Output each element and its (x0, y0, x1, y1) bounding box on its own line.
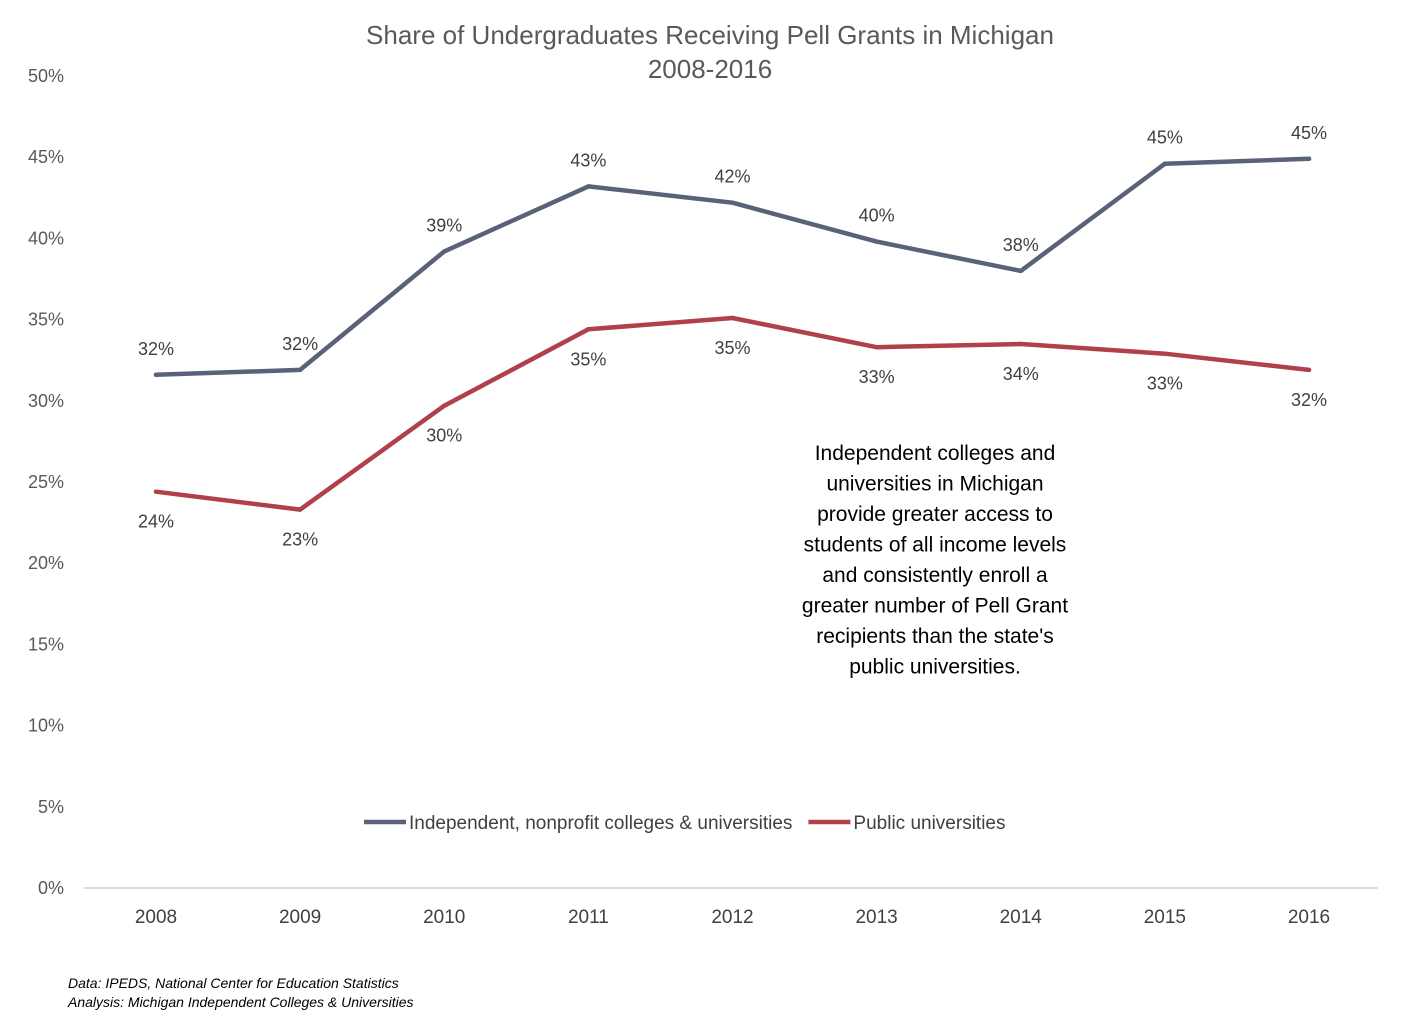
x-tick-label: 2011 (568, 907, 609, 928)
data-label: 39% (426, 215, 462, 235)
chart-subtitle-text: 2008-2016 (648, 54, 772, 84)
data-point (1018, 341, 1023, 347)
data-point (1306, 367, 1312, 373)
y-tick-label: 40% (28, 228, 64, 248)
data-label: 35% (570, 349, 606, 369)
y-axis: 0% 5% 10% 15% 20% 25% 30% 35% 40% 45% 50% (28, 66, 64, 898)
annotation-line: provide greater access to (817, 503, 1053, 526)
data-point (153, 489, 159, 494)
data-point (586, 184, 591, 189)
data-point (1018, 268, 1023, 274)
data-point (1162, 351, 1168, 356)
data-point (297, 367, 303, 373)
source-note: Data: IPEDS, National Center for Educati… (67, 975, 414, 1010)
y-tick-label: 30% (28, 391, 64, 411)
annotation-line: greater number of Pell Grant (802, 595, 1068, 618)
x-tick-label: 2013 (855, 907, 897, 928)
data-label: 45% (1291, 123, 1327, 143)
x-tick-label: 2012 (711, 907, 753, 928)
data-point (730, 200, 735, 205)
data-point (1162, 161, 1168, 166)
source-line: Data: IPEDS, National Center for Educati… (68, 975, 399, 991)
annotation-note: Independent colleges and universities in … (802, 442, 1068, 679)
data-label: 23% (282, 530, 318, 550)
data-label: 32% (282, 334, 318, 354)
y-tick-label: 35% (28, 310, 64, 330)
data-label: 24% (138, 512, 174, 532)
data-label: 40% (859, 206, 895, 226)
y-tick-label: 45% (28, 147, 64, 167)
series-layer (153, 156, 1312, 512)
data-label: 42% (714, 167, 750, 187)
data-point (1306, 156, 1312, 162)
data-point (153, 372, 159, 378)
legend: Independent, nonprofit colleges & univer… (364, 813, 1006, 834)
annotation-line: universities in Michigan (826, 473, 1043, 496)
data-point (730, 315, 735, 321)
chart-title: Share of Undergraduates Receiving Pell G… (366, 20, 1054, 84)
data-label: 45% (1147, 128, 1183, 148)
data-labels: 32% 32% 39% 43% 42% 40% 38% 45% 45% 24% 23% 30% 35% 3… (138, 123, 1327, 550)
data-point (297, 507, 303, 512)
data-point (442, 403, 447, 408)
data-point (586, 327, 591, 332)
x-tick-label: 2015 (1144, 907, 1186, 928)
data-point (874, 345, 879, 350)
y-tick-label: 20% (28, 553, 64, 573)
chart-title-text: Share of Undergraduates Receiving Pell G… (366, 20, 1054, 50)
x-tick-label: 2010 (423, 907, 465, 928)
annotation-line: students of all income levels (804, 534, 1067, 557)
y-tick-label: 10% (28, 716, 64, 736)
x-tick-label: 2014 (1000, 907, 1043, 928)
legend-label: Independent, nonprofit colleges & univer… (409, 813, 792, 834)
x-tick-label: 2009 (279, 907, 321, 928)
y-tick-label: 0% (38, 878, 64, 898)
annotation-line: public universities. (849, 656, 1021, 679)
annotation-line: Independent colleges and (815, 442, 1056, 465)
x-tick-label: 2016 (1288, 907, 1330, 928)
data-label: 38% (1003, 235, 1039, 255)
y-tick-label: 50% (28, 66, 64, 86)
data-label: 35% (714, 338, 750, 358)
annotation-line: recipients than the state's (816, 625, 1053, 648)
x-axis: 2008 2009 2010 2011 2012 2013 2014 2015 2016 (135, 907, 1330, 928)
data-label: 32% (138, 339, 174, 359)
data-label: 43% (570, 150, 606, 170)
annotation-line: and consistently enroll a (822, 564, 1048, 587)
data-label: 33% (1147, 374, 1183, 394)
y-tick-label: 25% (28, 472, 64, 492)
legend-label: Public universities (853, 813, 1005, 834)
y-tick-label: 5% (38, 797, 64, 817)
data-point (874, 239, 879, 244)
x-tick-label: 2008 (135, 907, 177, 928)
source-line: Analysis: Michigan Independent Colleges … (67, 994, 414, 1010)
data-point (442, 249, 447, 254)
data-label: 34% (1003, 364, 1039, 384)
data-label: 33% (859, 367, 895, 387)
y-tick-label: 15% (28, 634, 64, 654)
data-label: 32% (1291, 390, 1327, 410)
data-label: 30% (426, 426, 462, 446)
